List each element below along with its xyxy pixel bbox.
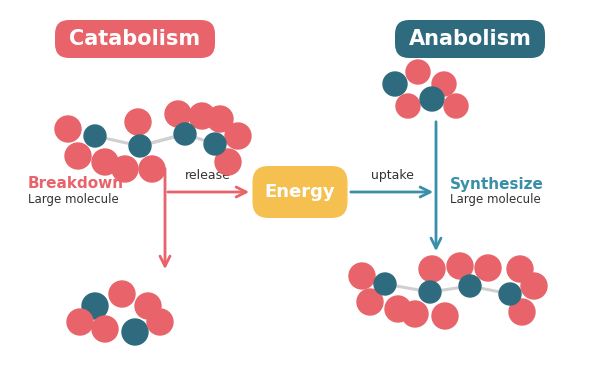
Circle shape (432, 303, 458, 329)
Circle shape (402, 301, 428, 327)
Circle shape (432, 72, 456, 96)
Circle shape (374, 273, 396, 295)
Text: Breakdown: Breakdown (28, 177, 124, 192)
Circle shape (122, 319, 148, 345)
Text: release: release (185, 169, 231, 182)
Circle shape (147, 309, 173, 335)
Circle shape (189, 103, 215, 129)
Circle shape (444, 94, 468, 118)
Text: Energy: Energy (265, 183, 335, 201)
Circle shape (215, 149, 241, 175)
Circle shape (135, 293, 161, 319)
Circle shape (419, 281, 441, 303)
Circle shape (82, 293, 108, 319)
Circle shape (207, 106, 233, 132)
Circle shape (385, 296, 411, 322)
Text: Large molecule: Large molecule (28, 192, 119, 205)
Circle shape (204, 133, 226, 155)
Circle shape (225, 123, 251, 149)
Circle shape (129, 135, 151, 157)
Text: Synthesize: Synthesize (450, 177, 544, 192)
FancyBboxPatch shape (55, 20, 215, 58)
Circle shape (383, 72, 407, 96)
FancyBboxPatch shape (395, 20, 545, 58)
Circle shape (67, 309, 93, 335)
Circle shape (55, 116, 81, 142)
Circle shape (92, 316, 118, 342)
Circle shape (419, 256, 445, 282)
Circle shape (459, 275, 481, 297)
Text: Large molecule: Large molecule (450, 192, 541, 205)
Circle shape (165, 101, 191, 127)
Text: uptake: uptake (371, 169, 413, 182)
Circle shape (447, 253, 473, 279)
Circle shape (475, 255, 501, 281)
Text: Anabolism: Anabolism (409, 29, 532, 49)
Circle shape (509, 299, 535, 325)
Circle shape (357, 289, 383, 315)
Circle shape (112, 156, 138, 182)
Circle shape (396, 94, 420, 118)
Circle shape (125, 109, 151, 135)
Circle shape (420, 87, 444, 111)
Circle shape (65, 143, 91, 169)
Circle shape (349, 263, 375, 289)
Circle shape (499, 283, 521, 305)
Circle shape (174, 123, 196, 145)
Text: Catabolism: Catabolism (70, 29, 200, 49)
Circle shape (521, 273, 547, 299)
Circle shape (406, 60, 430, 84)
FancyBboxPatch shape (253, 166, 347, 218)
Circle shape (92, 149, 118, 175)
Circle shape (84, 125, 106, 147)
Circle shape (109, 281, 135, 307)
Circle shape (507, 256, 533, 282)
Circle shape (139, 156, 165, 182)
